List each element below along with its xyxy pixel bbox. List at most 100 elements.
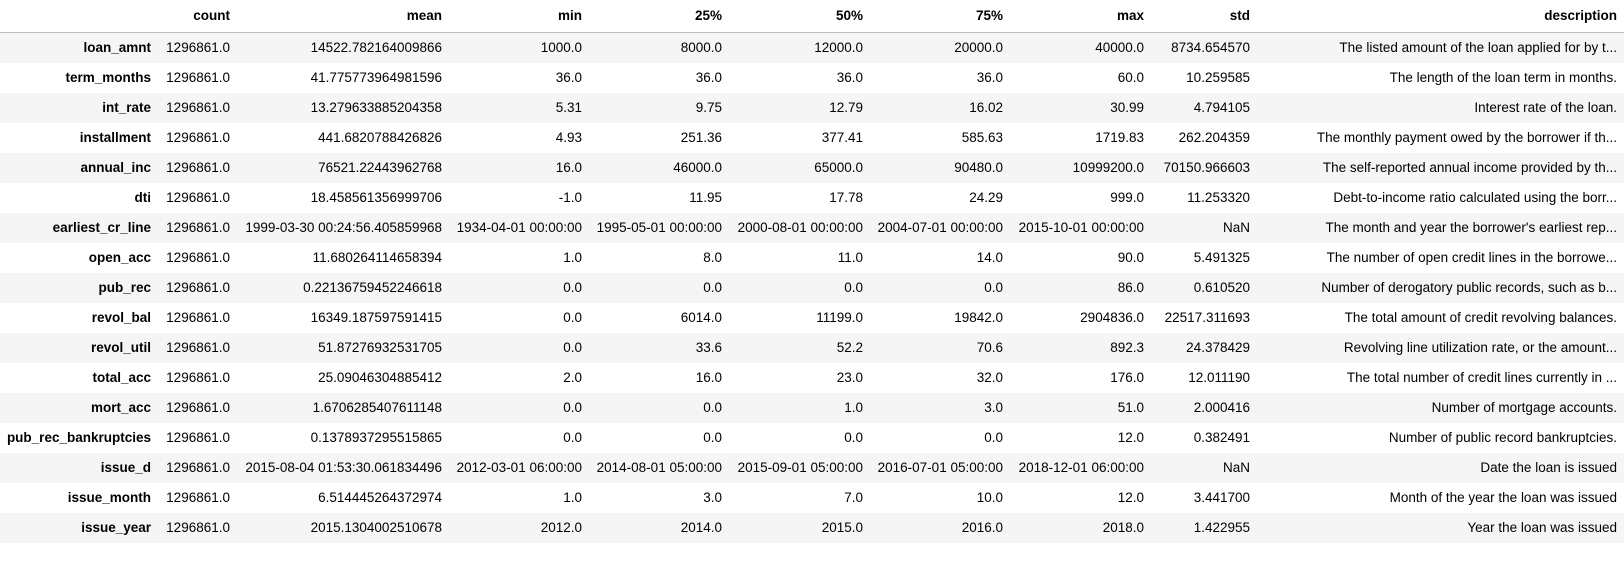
cell-mean: 13.279633885204358 [310, 100, 442, 115]
row-index-label: term_months [65, 70, 151, 85]
cell-count: 1296861.0 [166, 160, 230, 175]
table-row: issue_month 1296861.0 6.514445264372974 1.0… [0, 483, 1624, 513]
table-row: term_months 1296861.0 41.775773964981596 36… [0, 63, 1624, 93]
cell-25: 36.0 [695, 70, 722, 85]
table-row: pub_rec 1296861.0 0.22136759452246618 0.0 0.… [0, 273, 1624, 303]
cell-max: 1719.83 [1095, 130, 1144, 145]
index-header [0, 0, 158, 33]
table-row: annual_inc 1296861.0 76521.22443962768 16.0… [0, 153, 1624, 183]
cell-75: 90480.0 [954, 160, 1003, 175]
cell-mean: 18.458561356999706 [310, 190, 442, 205]
cell-mean: 2015.1304002510678 [310, 520, 442, 535]
cell-50: 11199.0 [816, 310, 863, 325]
cell-mean: 16349.187597591415 [310, 310, 442, 325]
cell-count: 1296861.0 [166, 400, 230, 415]
cell-max: 30.99 [1110, 100, 1144, 115]
cell-min: 2.0 [563, 370, 582, 385]
cell-description: Number of public record bankruptcies. [1388, 430, 1617, 445]
cell-25: 11.95 [689, 190, 722, 205]
cell-min: 36.0 [555, 70, 582, 85]
cell-count: 1296861.0 [166, 70, 230, 85]
cell-std: 24.378429 [1186, 340, 1250, 355]
cell-mean: 11.680264114658394 [312, 250, 442, 265]
cell-mean: 41.775773964981596 [310, 70, 442, 85]
cell-description: Year the loan was issued [1467, 520, 1617, 535]
cell-max: 2018.0 [1102, 520, 1144, 535]
table-row: earliest_cr_line 1296861.0 1999-03-30 00:2… [0, 213, 1624, 243]
cell-25: 6014.0 [680, 310, 722, 325]
cell-25: 9.75 [695, 100, 722, 115]
table-row: revol_bal 1296861.0 16349.187597591415 0.0 6… [0, 303, 1624, 333]
table-row: total_acc 1296861.0 25.09046304885412 2.0 16… [0, 363, 1624, 393]
column-header-max: max [1010, 0, 1151, 33]
cell-50: 1.0 [844, 400, 863, 415]
cell-count: 1296861.0 [166, 280, 230, 295]
row-index-label: loan_amnt [83, 40, 151, 55]
row-index-label: revol_util [90, 340, 151, 355]
table-row: installment 1296861.0 441.6820788426826 4.9… [0, 123, 1624, 153]
column-header-25: 25% [589, 0, 729, 33]
cell-count: 1296861.0 [166, 520, 230, 535]
cell-count: 1296861.0 [166, 430, 230, 445]
cell-25: 8.0 [703, 250, 722, 265]
cell-min: 1.0 [563, 490, 582, 505]
cell-description: The month and year the borrower's earlie… [1325, 220, 1617, 235]
cell-max: 86.0 [1117, 280, 1144, 295]
cell-min: 2012-03-01 06:00:00 [456, 460, 582, 475]
column-header-75: 75% [870, 0, 1010, 33]
cell-description: Month of the year the loan was issued [1389, 490, 1617, 505]
cell-max: 176.0 [1110, 370, 1144, 385]
cell-mean: 25.09046304885412 [318, 370, 442, 385]
row-index-label: open_acc [88, 250, 151, 265]
cell-std: 12.011190 [1188, 370, 1250, 385]
cell-mean: 1999-03-30 00:24:56.405859968 [245, 220, 442, 235]
cell-std: 0.610520 [1193, 280, 1250, 295]
table-row: int_rate 1296861.0 13.279633885204358 5.31 9… [0, 93, 1624, 123]
cell-75: 585.63 [961, 130, 1003, 145]
cell-75: 0.0 [984, 280, 1003, 295]
cell-max: 10999200.0 [1072, 160, 1144, 175]
cell-max: 60.0 [1117, 70, 1144, 85]
cell-std: 11.253320 [1187, 190, 1250, 205]
cell-mean: 14522.782164009866 [310, 40, 442, 55]
cell-std: 70150.966603 [1163, 160, 1250, 175]
cell-min: 16.0 [555, 160, 582, 175]
cell-25: 0.0 [703, 280, 722, 295]
cell-count: 1296861.0 [166, 40, 230, 55]
cell-75: 2016.0 [961, 520, 1003, 535]
row-index-label: pub_rec [98, 280, 151, 295]
cell-count: 1296861.0 [166, 250, 230, 265]
header-row: count mean min 25% 50% 75% max std descr… [0, 0, 1624, 33]
cell-mean: 441.6820788426826 [318, 130, 442, 145]
cell-std: 262.204359 [1178, 130, 1250, 145]
cell-description: Interest rate of the loan. [1474, 100, 1617, 115]
cell-count: 1296861.0 [166, 490, 230, 505]
cell-50: 7.0 [844, 490, 863, 505]
table-header: count mean min 25% 50% 75% max std descr… [0, 0, 1624, 33]
row-index-label: dti [134, 190, 152, 205]
cell-mean: 1.6706285407611148 [312, 400, 442, 415]
cell-count: 1296861.0 [166, 100, 230, 115]
table-row: loan_amnt 1296861.0 14522.782164009866 1000… [0, 32, 1624, 63]
cell-75: 16.02 [969, 100, 1003, 115]
row-index-label: issue_year [81, 520, 151, 535]
cell-75: 36.0 [976, 70, 1003, 85]
row-index-label: issue_d [100, 460, 151, 475]
cell-std: 2.000416 [1193, 400, 1250, 415]
cell-max: 51.0 [1117, 400, 1144, 415]
cell-min: 1.0 [563, 250, 582, 265]
cell-75: 20000.0 [954, 40, 1003, 55]
table-body: loan_amnt 1296861.0 14522.782164009866 1000… [0, 32, 1624, 543]
cell-25: 46000.0 [673, 160, 722, 175]
row-index-label: revol_bal [91, 310, 151, 325]
cell-max: 40000.0 [1095, 40, 1144, 55]
cell-description: Number of mortgage accounts. [1431, 400, 1617, 415]
cell-std: 22517.311693 [1164, 310, 1250, 325]
cell-50: 0.0 [844, 430, 863, 445]
column-header-description: description [1257, 0, 1624, 33]
cell-max: 2015-10-01 00:00:00 [1018, 220, 1144, 235]
cell-75: 2016-07-01 05:00:00 [877, 460, 1003, 475]
column-header-min: min [449, 0, 589, 33]
cell-std: 4.794105 [1193, 100, 1250, 115]
cell-50: 65000.0 [814, 160, 863, 175]
